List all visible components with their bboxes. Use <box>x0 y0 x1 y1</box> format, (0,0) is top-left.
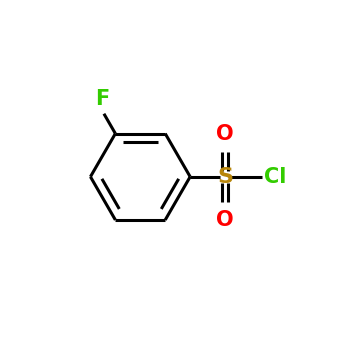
Text: Cl: Cl <box>264 167 287 187</box>
Text: F: F <box>96 89 110 109</box>
Text: S: S <box>217 167 233 187</box>
Text: O: O <box>216 210 234 230</box>
Text: O: O <box>216 124 234 144</box>
